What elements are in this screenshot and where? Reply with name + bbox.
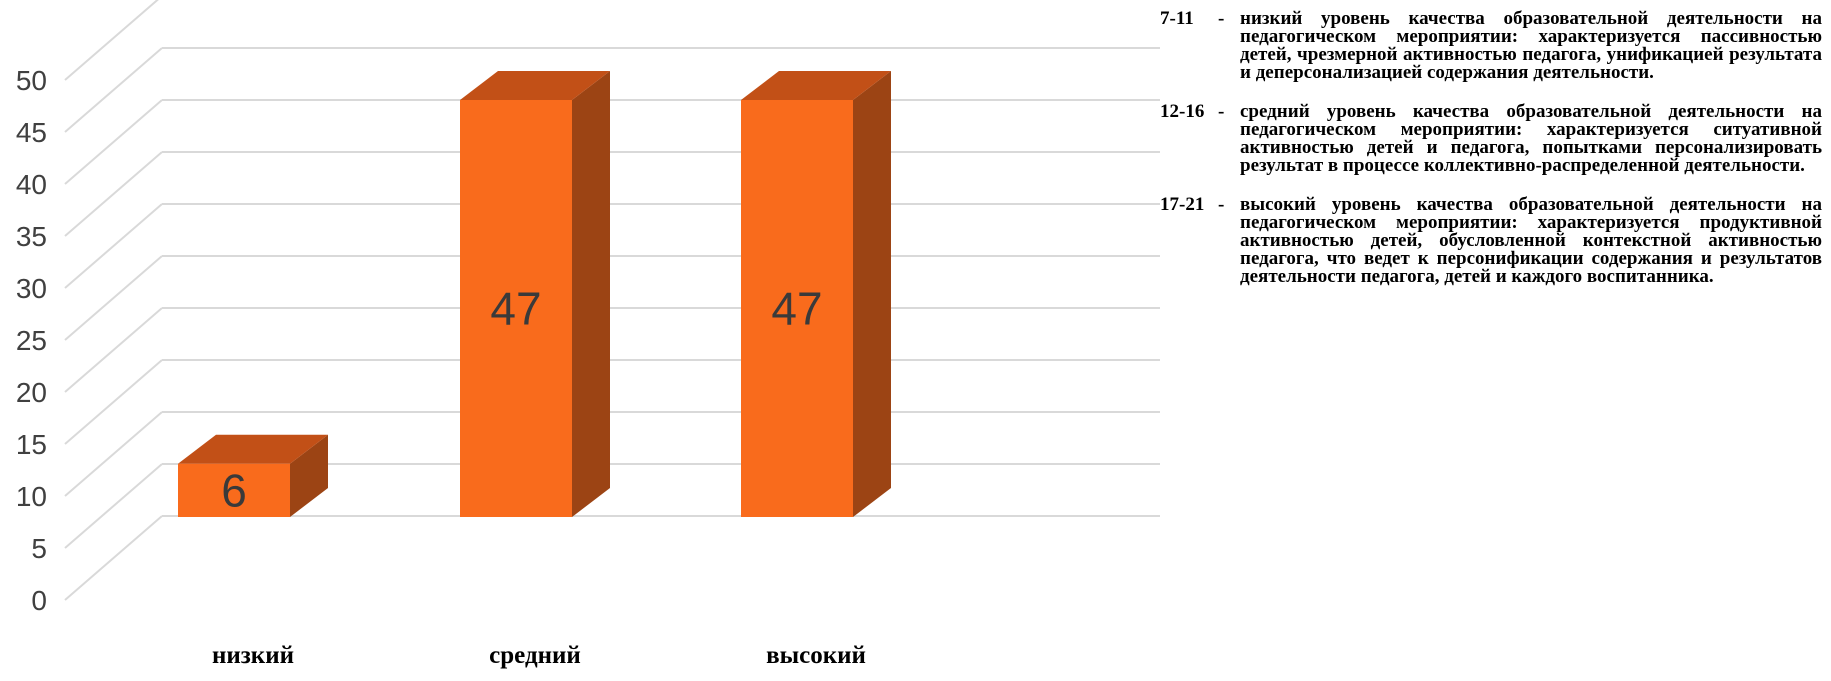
- legend-item-low: 7-11 - низкий уровень качества образоват…: [1160, 8, 1822, 83]
- bar-top: [460, 71, 610, 100]
- y-tick-label: 45: [16, 117, 47, 148]
- legend-dash: -: [1218, 194, 1225, 215]
- legend-item-medium: 12-16 - средний уровень качества образов…: [1160, 101, 1822, 176]
- x-category-label: высокий: [766, 642, 866, 669]
- legend-text: низкий уровень качества образовательной …: [1240, 8, 1822, 83]
- bar-top: [741, 71, 891, 100]
- bar: [741, 71, 891, 517]
- x-category-label: средний: [489, 642, 581, 669]
- gridline-side: [64, 151, 163, 237]
- bar-front: [178, 463, 290, 517]
- legend-range: 17-21: [1160, 194, 1205, 215]
- legend-range: 12-16: [1160, 101, 1205, 122]
- gridline-side: [64, 0, 159, 81]
- chart-grid: [64, 0, 1160, 601]
- legend-dash: -: [1218, 101, 1225, 122]
- bar-side: [853, 71, 891, 517]
- bar-front: [460, 100, 572, 517]
- y-tick-label: 35: [16, 221, 47, 252]
- gridline-side: [64, 255, 163, 341]
- legend-text: средний уровень качества образовательной…: [1240, 101, 1822, 176]
- y-tick-label: 50: [16, 65, 47, 96]
- y-tick-label: 0: [31, 585, 47, 616]
- gridline-side: [64, 47, 163, 133]
- bar-top: [178, 434, 328, 464]
- y-tick-label: 15: [16, 429, 47, 460]
- bar: [178, 434, 328, 517]
- x-axis: низкий средний высокий: [212, 642, 866, 669]
- bar-front: [741, 100, 853, 517]
- gridline-side: [64, 359, 163, 445]
- legend-range: 7-11: [1160, 8, 1194, 29]
- legend-dash: -: [1218, 8, 1225, 29]
- y-tick-label: 20: [16, 377, 47, 408]
- gridline-side: [64, 307, 163, 393]
- data-label: 47: [771, 283, 822, 335]
- gridline-side: [64, 203, 163, 289]
- y-tick-label: 25: [16, 325, 47, 356]
- bar: [460, 71, 610, 517]
- gridline-side: [64, 463, 163, 549]
- y-tick-label: 5: [31, 533, 47, 564]
- y-tick-label: 10: [16, 481, 47, 512]
- data-label: 6: [221, 464, 247, 516]
- y-tick-label: 40: [16, 169, 47, 200]
- bar-side: [290, 434, 328, 517]
- data-labels: 6 47 47: [221, 283, 822, 517]
- legend-text: высокий уровень качества образовательной…: [1240, 194, 1822, 287]
- data-label: 47: [490, 283, 541, 335]
- gridline-side: [64, 411, 163, 497]
- legend: 7-11 - низкий уровень качества образоват…: [1160, 8, 1822, 307]
- bars: [178, 71, 891, 517]
- gridline-side: [64, 515, 163, 601]
- bar-side: [572, 71, 610, 517]
- legend-item-high: 17-21 - высокий уровень качества образов…: [1160, 194, 1822, 287]
- bar-chart: 0 5 10 15 20 25 30 35 40 45 50 6 47 47 низкий средний…: [16, 0, 1160, 669]
- y-axis: 0 5 10 15 20 25 30 35 40 45 50: [16, 65, 47, 616]
- gridline-side: [64, 99, 163, 185]
- x-category-label: низкий: [212, 642, 294, 669]
- y-tick-label: 30: [16, 273, 47, 304]
